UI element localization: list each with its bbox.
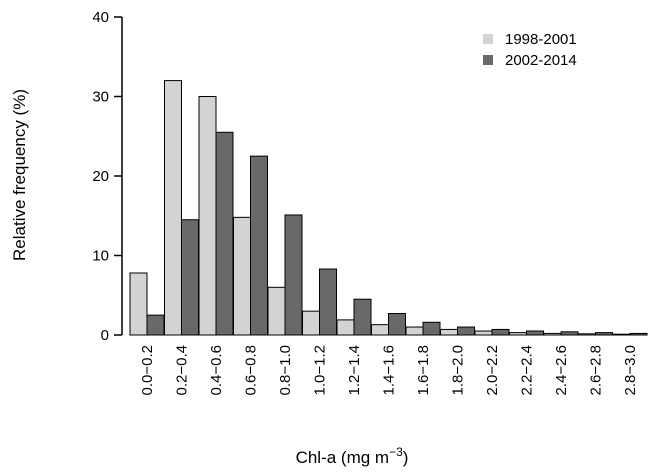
x-axis-title-main: Chl-a (mg m	[296, 448, 390, 467]
bar-2002-2014-2	[215, 131, 234, 336]
bar-1998-2001-2	[198, 96, 217, 336]
x-tick-label: 2.4−2.6	[553, 345, 570, 395]
bar-1998-2001-0	[129, 272, 148, 336]
bar-1998-2001-13	[578, 333, 596, 336]
legend-label: 2002-2014	[505, 52, 577, 69]
x-tick-label: 0.8−1.0	[277, 345, 294, 395]
bar-2002-2014-13	[595, 332, 613, 336]
x-tick-label: 2.6−2.8	[588, 345, 605, 395]
bar-2002-2014-3	[250, 155, 268, 336]
bar-1998-2001-8	[405, 326, 424, 336]
bars	[129, 80, 648, 336]
legend: 1998-2001 2002-2014	[483, 31, 577, 69]
bar-2002-2014-1	[181, 219, 199, 336]
bar-2002-2014-12	[560, 331, 579, 336]
x-axis: 0.0−0.2 0.2−0.4 0.4−0.6 0.6−0.8 0.8−1.0 1.0−1…	[139, 345, 639, 395]
bar-2002-2014-8	[422, 321, 441, 336]
x-tick-label: 2.8−3.0	[622, 345, 639, 395]
x-tick-label: 0.0−0.2	[139, 345, 156, 395]
bar-1998-2001-7	[371, 324, 389, 336]
y-tick-label: 0	[101, 327, 109, 344]
x-tick-label: 2.2−2.4	[519, 345, 536, 395]
x-tick-label: 1.6−1.8	[415, 345, 432, 395]
x-tick-label: 1.8−2.0	[450, 345, 467, 395]
bar-1998-2001-1	[164, 80, 182, 336]
x-tick-label: 1.0−1.2	[312, 345, 329, 395]
x-tick-label: 2.0−2.2	[484, 345, 501, 395]
legend-swatch	[483, 55, 493, 65]
bar-1998-2001-11	[509, 332, 527, 336]
bar-1998-2001-5	[302, 310, 320, 336]
bar-1998-2001-14	[612, 333, 631, 336]
legend-label: 1998-2001	[505, 31, 577, 48]
y-tick-label: 40	[92, 9, 109, 26]
x-axis-title-exponent: −3	[389, 445, 403, 459]
y-axis: 0 10 20 30 40	[92, 9, 123, 344]
bar-1998-2001-4	[267, 286, 286, 336]
bar-2002-2014-11	[526, 330, 544, 336]
bar-1998-2001-12	[543, 332, 562, 336]
bar-1998-2001-10	[474, 330, 493, 336]
bar-2002-2014-14	[629, 332, 648, 336]
x-tick-label: 0.6−0.8	[243, 345, 260, 395]
y-tick-label: 10	[92, 248, 109, 265]
bar-1998-2001-9	[440, 328, 458, 336]
x-tick-label: 0.2−0.4	[174, 345, 191, 395]
x-axis-title: Chl-a (mg m−3)	[296, 445, 409, 467]
y-axis-title: Relative frequency (%)	[10, 89, 29, 261]
x-tick-label: 1.2−1.4	[346, 345, 363, 395]
y-tick-label: 30	[92, 89, 109, 106]
bar-2002-2014-6	[353, 298, 372, 336]
bar-1998-2001-3	[233, 216, 251, 336]
bar-1998-2001-6	[336, 319, 355, 336]
y-tick-label: 20	[92, 168, 109, 185]
x-tick-label: 1.4−1.6	[381, 345, 398, 395]
x-axis-title-suffix: )	[403, 448, 409, 467]
bar-2002-2014-4	[284, 214, 303, 336]
legend-swatch	[483, 34, 493, 44]
bar-2002-2014-0	[146, 314, 165, 336]
x-tick-label: 0.4−0.6	[208, 345, 225, 395]
bar-2002-2014-10	[491, 328, 510, 336]
bar-2002-2014-7	[388, 313, 406, 336]
bar-2002-2014-9	[457, 326, 475, 336]
bar-2002-2014-5	[319, 268, 337, 336]
